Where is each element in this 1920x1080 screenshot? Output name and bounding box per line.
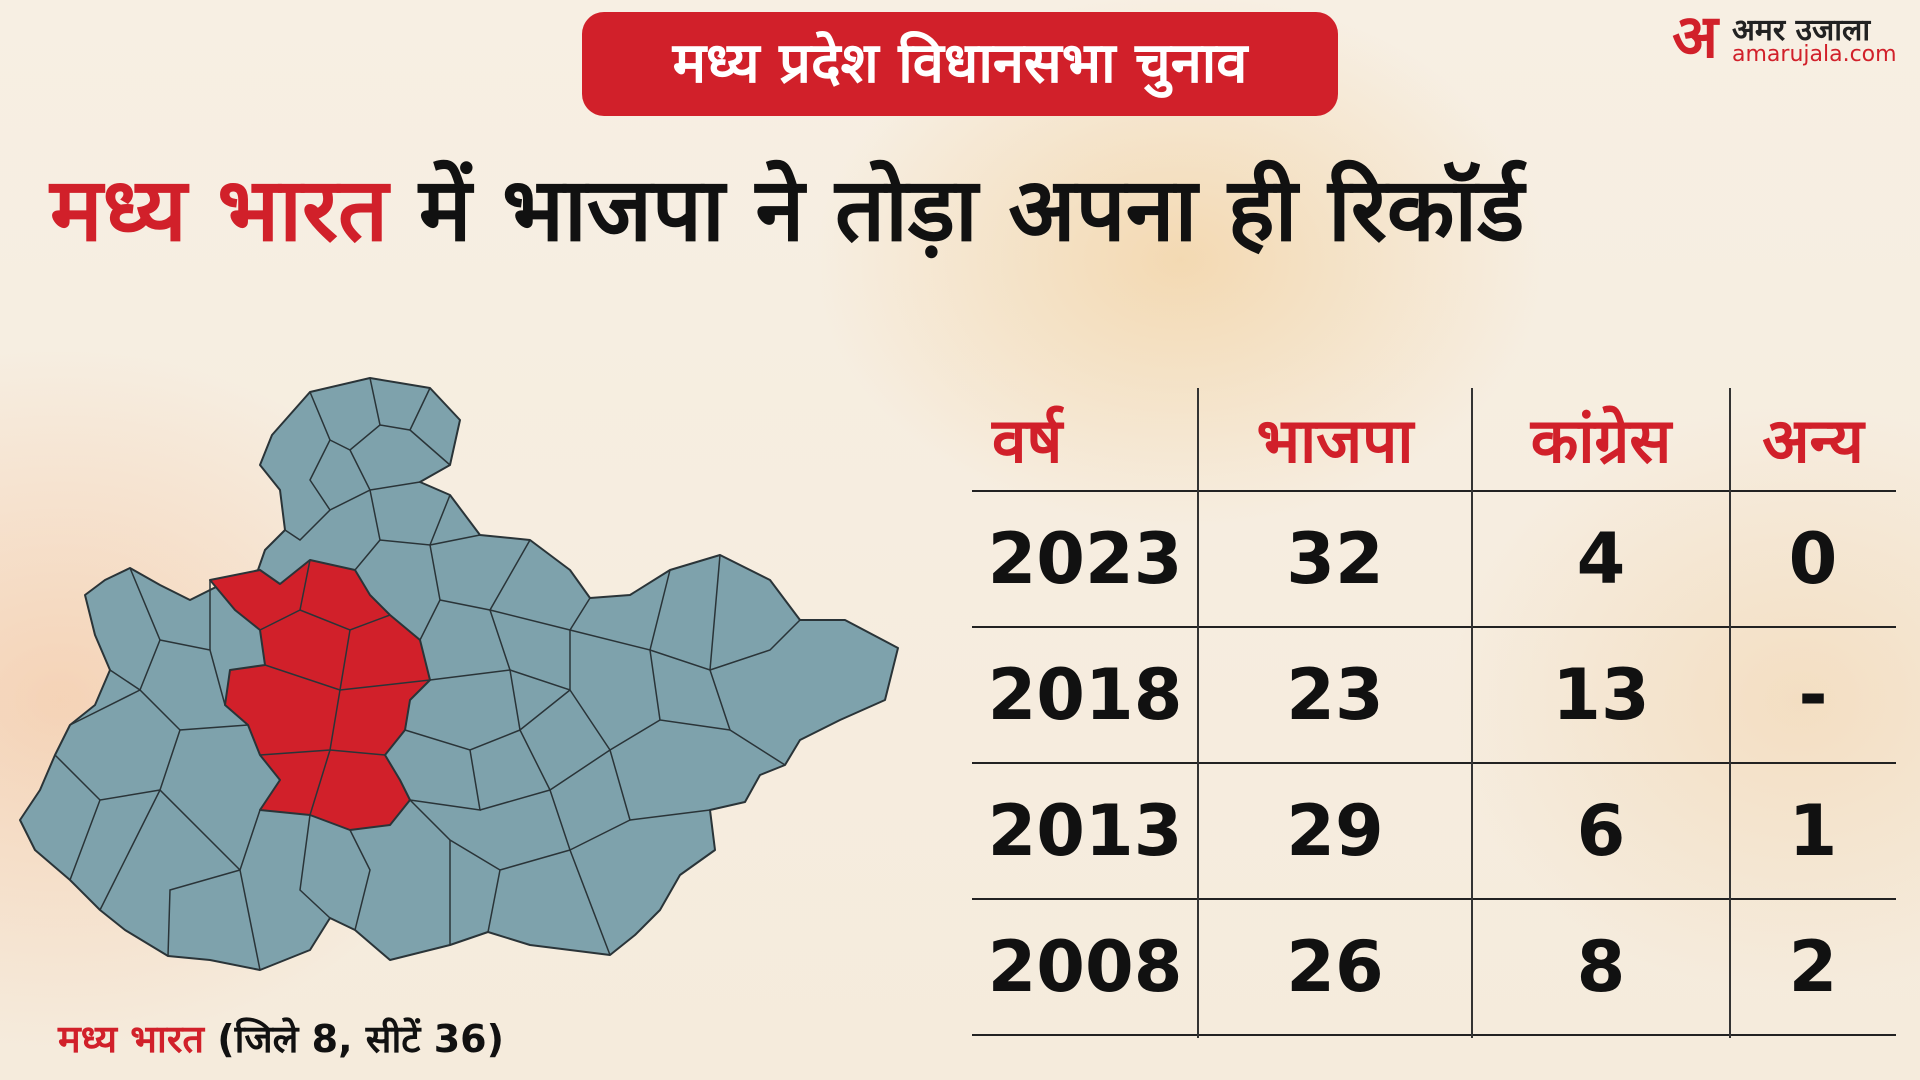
madhya-pradesh-map (19, 377, 899, 971)
header-year: वर्ष (992, 404, 1063, 477)
cell-bjp: 26 (1286, 926, 1384, 1008)
cell-year: 2018 (987, 654, 1183, 736)
cell-bjp: 32 (1286, 518, 1384, 600)
column-divider (1197, 388, 1199, 1038)
logo-brand: अमर उजाला (1732, 13, 1871, 48)
cell-year: 2023 (987, 518, 1183, 600)
row-divider (972, 1034, 1896, 1036)
map-outline-state (19, 377, 899, 971)
caption-rest: (जिले 8, सीटें 36) (204, 1017, 504, 1061)
headline-highlight: मध्य भारत (50, 158, 389, 261)
table-header-row: वर्ष भाजपा कांग्रेस अन्य (972, 388, 1896, 490)
cell-congress: 6 (1576, 790, 1626, 872)
caption-highlight: मध्य भारत (58, 1017, 205, 1061)
cell-congress: 8 (1576, 926, 1626, 1008)
cell-congress: 4 (1576, 518, 1626, 600)
table-row: 2013 29 6 1 (972, 764, 1896, 898)
cell-others: - (1798, 654, 1828, 736)
logo-url: amarujala.com (1732, 42, 1897, 67)
district-boundaries (54, 377, 801, 971)
header-others: अन्य (1762, 404, 1864, 477)
headline: मध्य भारत में भाजपा ने तोड़ा अपना ही रिक… (50, 150, 1880, 270)
cell-year: 2013 (987, 790, 1183, 872)
header-congress: कांग्रेस (1530, 404, 1672, 477)
headline-rest: में भाजपा ने तोड़ा अपना ही रिकॉर्ड (388, 158, 1525, 261)
row-divider (972, 626, 1896, 628)
table-row: 2008 26 8 2 (972, 900, 1896, 1034)
cell-bjp: 29 (1286, 790, 1384, 872)
cell-bjp: 23 (1286, 654, 1384, 736)
amar-ujala-logo: अ अमर उजाला amarujala.com (1660, 2, 1910, 72)
row-divider (972, 898, 1896, 900)
cell-others: 2 (1788, 926, 1838, 1008)
header-bjp: भाजपा (1256, 404, 1414, 477)
cell-congress: 13 (1552, 654, 1650, 736)
table-row: 2023 32 4 0 (972, 492, 1896, 626)
cell-others: 1 (1788, 790, 1838, 872)
column-divider (1471, 388, 1473, 1038)
map-caption: मध्य भारत (जिले 8, सीटें 36) (58, 1012, 504, 1064)
logo-mark-icon: अ (1672, 2, 1718, 72)
results-table: वर्ष भाजपा कांग्रेस अन्य 2023 32 4 0 201… (972, 388, 1896, 1038)
row-divider (972, 490, 1896, 492)
cell-year: 2008 (987, 926, 1183, 1008)
column-divider (1729, 388, 1731, 1038)
section-tag: मध्य प्रदेश विधानसभा चुनाव (582, 12, 1338, 116)
row-divider (972, 762, 1896, 764)
cell-others: 0 (1788, 518, 1838, 600)
table-row: 2018 23 13 - (972, 628, 1896, 762)
region-district-boundaries (259, 559, 431, 816)
